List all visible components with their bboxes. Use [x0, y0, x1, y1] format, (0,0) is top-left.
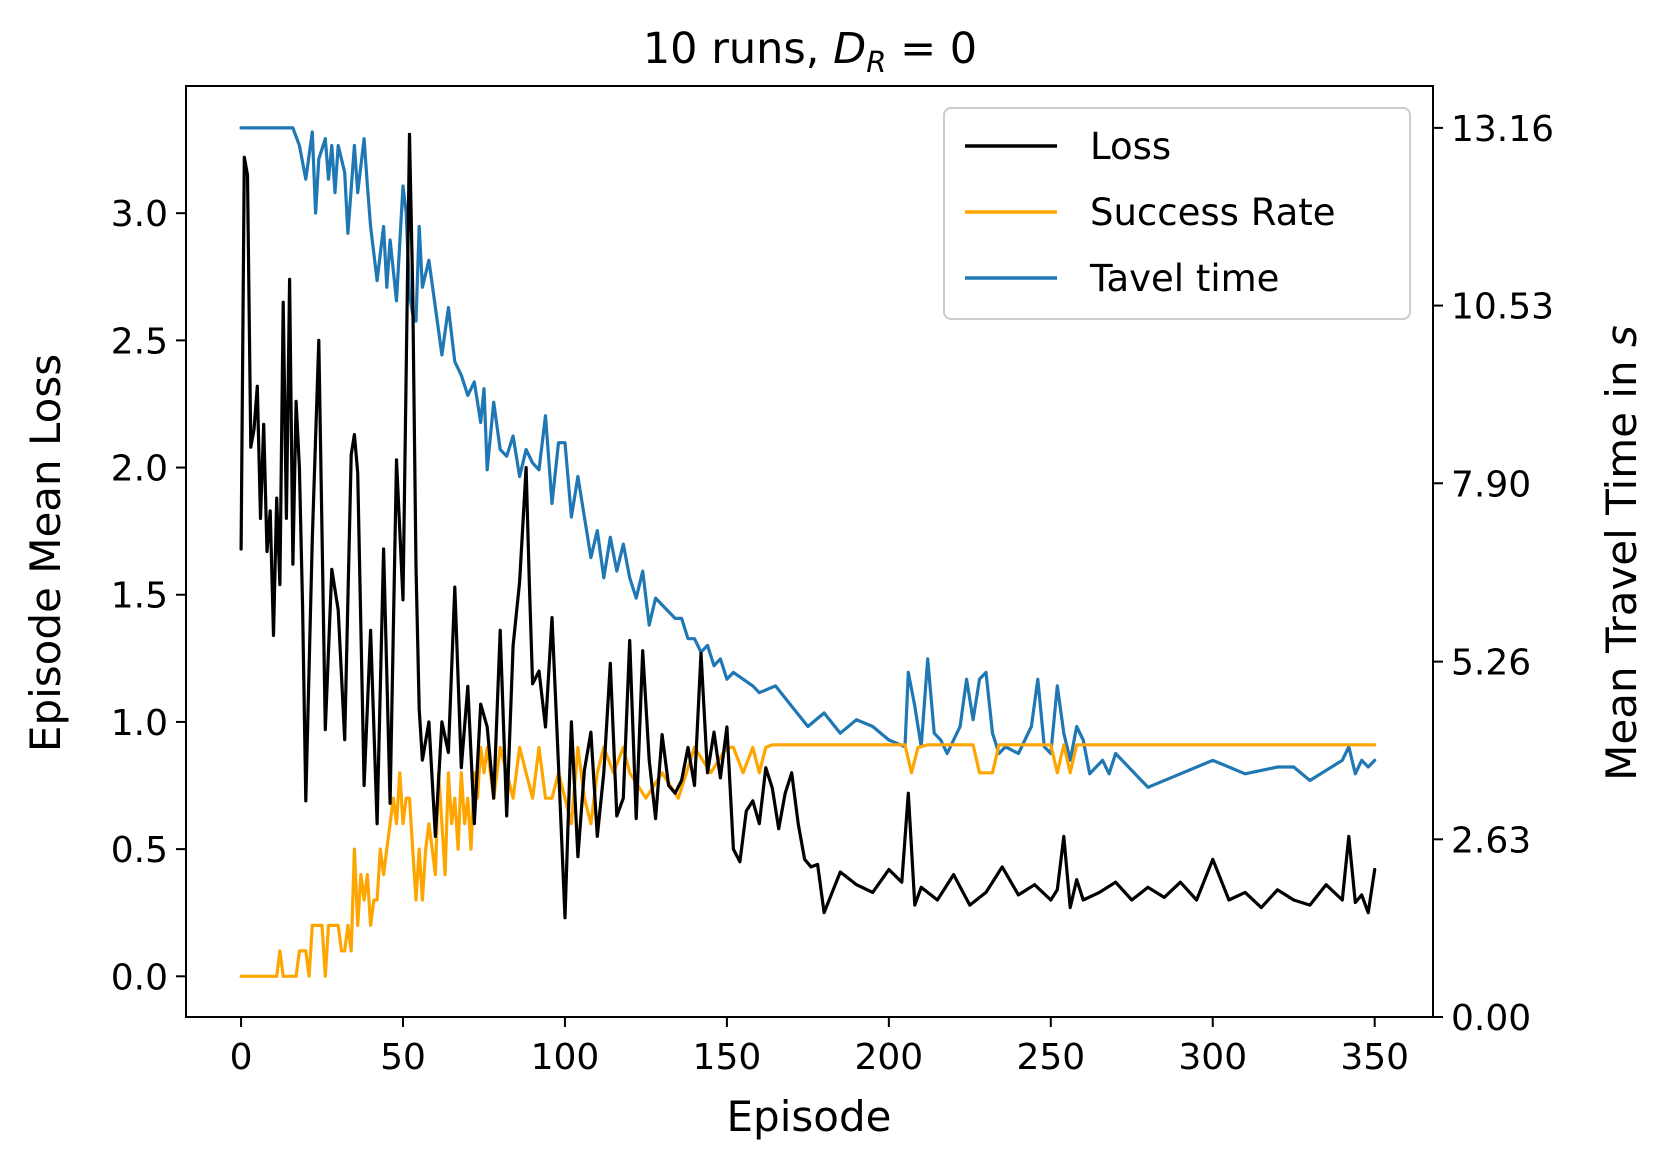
- series-line-success-rate: [239, 743, 1377, 978]
- y-left-tick-label: 2.0: [111, 449, 168, 490]
- y-right-axis-ticks: 0.00 2.63 5.26 7.90 10.53 13.16: [1433, 109, 1554, 1039]
- x-tick-label: 50: [380, 1037, 426, 1078]
- y-right-tick-label: 7.90: [1451, 464, 1531, 505]
- y-right-axis-label: Mean Travel Time in s: [1597, 325, 1646, 781]
- legend-label-loss: Loss: [1090, 125, 1171, 168]
- y-right-tick-label: 2.63: [1451, 820, 1531, 861]
- y-left-tick-label: 2.5: [111, 321, 168, 362]
- x-tick-label: 100: [531, 1037, 600, 1078]
- x-tick-label: 350: [1340, 1037, 1409, 1078]
- series-line-tavel-time: [239, 126, 1377, 789]
- legend-label-success-rate: Success Rate: [1090, 191, 1336, 234]
- x-tick-label: 300: [1178, 1037, 1247, 1078]
- y-left-tick-label: 3.0: [111, 194, 168, 235]
- y-right-tick-label: 5.26: [1451, 643, 1531, 684]
- y-left-tick-label: 1.5: [111, 576, 168, 617]
- legend-label-tavel-time: Tavel time: [1089, 257, 1279, 300]
- legend: Loss Success Rate Tavel time: [943, 107, 1411, 320]
- y-left-tick-label: 1.0: [111, 703, 168, 744]
- x-tick-label: 250: [1016, 1037, 1085, 1078]
- series-line-loss: [239, 132, 1377, 920]
- x-axis-label: Episode: [727, 1092, 892, 1141]
- x-axis-ticks: 0 50 100 150 200 250 300 350: [230, 1017, 1409, 1078]
- legend-entries: Loss Success Rate Tavel time: [965, 125, 1336, 300]
- x-tick-label: 150: [693, 1037, 762, 1078]
- x-tick-label: 0: [230, 1037, 253, 1078]
- chart-title: 10 runs, DR = 0: [643, 24, 977, 79]
- y-right-tick-label: 10.53: [1451, 287, 1554, 328]
- x-tick-label: 200: [854, 1037, 923, 1078]
- series-layer: [239, 126, 1377, 978]
- plot-frame: [185, 85, 1434, 1018]
- y-right-tick-label: 0.00: [1451, 998, 1531, 1039]
- y-right-tick-label: 13.16: [1451, 109, 1554, 150]
- y-left-tick-label: 0.0: [111, 957, 168, 998]
- y-left-tick-label: 0.5: [111, 830, 168, 871]
- legend-box: [943, 107, 1411, 320]
- y-left-axis-ticks: 0.0 0.5 1.0 1.5 2.0 2.5 3.0: [111, 194, 186, 998]
- y-left-axis-label: Episode Mean Loss: [21, 354, 70, 752]
